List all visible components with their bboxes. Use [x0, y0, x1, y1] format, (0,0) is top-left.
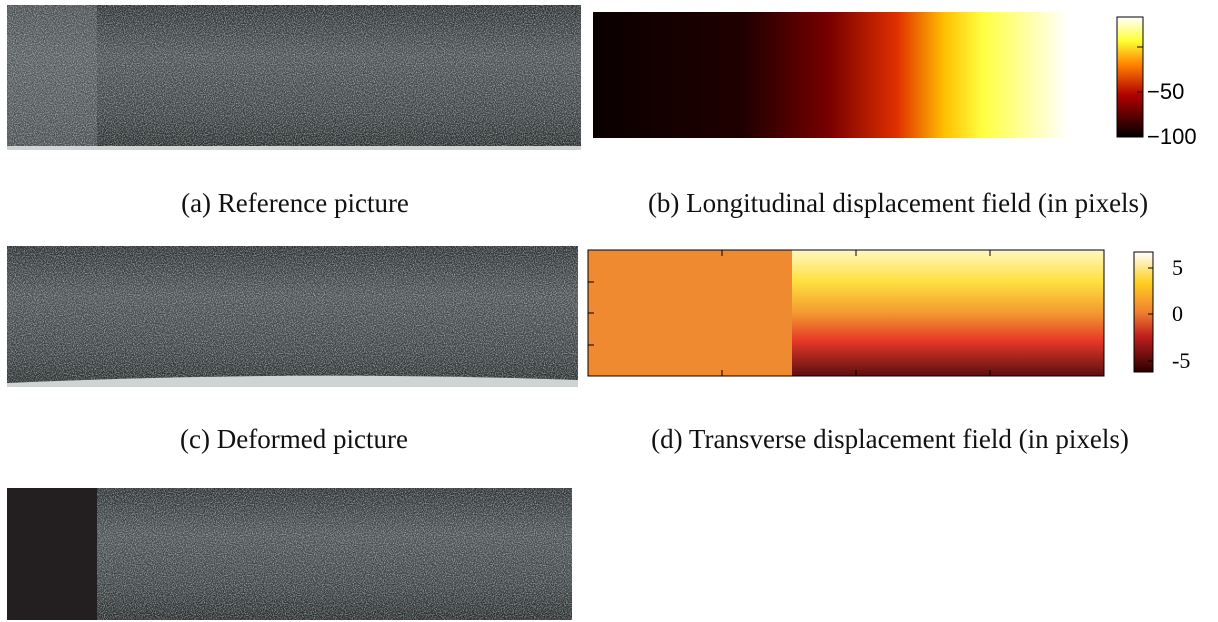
longitudinal-heatmap: [593, 12, 1068, 138]
transverse-heatmap: [587, 249, 1105, 377]
caption: (a) Reference picture: [181, 188, 409, 218]
colorbar-tick-label: −50: [1147, 79, 1185, 104]
caption: (c) Deformed picture: [180, 424, 408, 454]
colorbar-tick-label: −100: [1147, 124, 1197, 149]
colorbar-tick-label: -5: [1172, 348, 1191, 373]
colorbar-b: [1116, 16, 1144, 138]
colorbar-tick-label: 5: [1172, 255, 1183, 280]
colorbar-tick-label: 0: [1172, 301, 1183, 326]
caption: (d) Transverse displacement field (in pi…: [651, 424, 1129, 454]
deformed-image: [7, 246, 578, 387]
colorbar-d: [1133, 251, 1154, 373]
corrected-image: [7, 488, 572, 620]
caption: (b) Longitudinal displacement field (in …: [647, 188, 1149, 218]
reference-image: [7, 5, 581, 150]
